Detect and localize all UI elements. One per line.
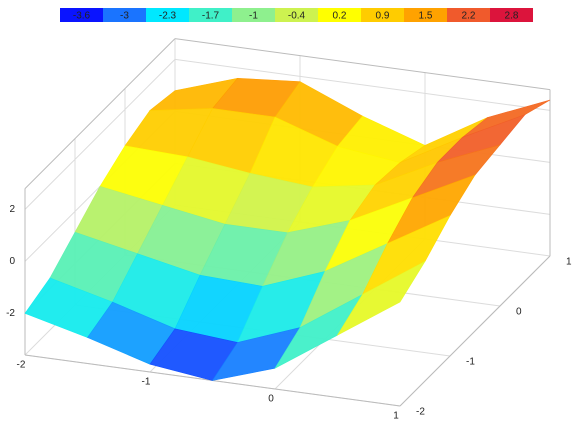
legend-label: -2.3 xyxy=(159,11,177,22)
legend-label: 2.8 xyxy=(505,11,519,22)
z-tick-label: 2 xyxy=(9,204,15,215)
legend-label: -3.6 xyxy=(73,11,91,22)
y-tick-label: -2 xyxy=(416,407,425,418)
legend-label: 1.5 xyxy=(419,11,433,22)
legend-label: 2.2 xyxy=(462,11,476,22)
legend-swatch xyxy=(146,8,189,22)
legend-swatch xyxy=(361,8,404,22)
legend-label: 0.9 xyxy=(376,11,390,22)
surface-patch xyxy=(336,260,426,336)
legend-swatch xyxy=(103,8,146,22)
y-tick-label: 0 xyxy=(516,307,522,318)
legend-label: -1.7 xyxy=(202,11,220,22)
legend-swatch xyxy=(189,8,232,22)
legend-swatch xyxy=(318,8,361,22)
z-tick-label: -2 xyxy=(6,308,15,319)
axis-edge xyxy=(399,255,551,407)
legend-swatch xyxy=(232,8,275,22)
axis-edge xyxy=(174,38,551,91)
y-tick-label: 1 xyxy=(566,257,572,268)
legend-label: -0.4 xyxy=(288,11,306,22)
axis-edge xyxy=(24,38,176,189)
legend-swatch xyxy=(447,8,490,22)
grid-line xyxy=(24,59,176,210)
legend-swatch xyxy=(275,8,318,22)
legend-label: -1 xyxy=(249,11,258,22)
x-tick-label: -1 xyxy=(142,377,151,388)
legend-label: 0.2 xyxy=(333,11,347,22)
y-tick-label: -1 xyxy=(466,357,475,368)
legend-label: -3 xyxy=(120,11,129,22)
grid-line xyxy=(174,58,551,111)
x-tick-label: -2 xyxy=(17,360,26,371)
legend-swatch xyxy=(60,8,103,22)
z-tick-label: 0 xyxy=(9,256,15,267)
x-tick-label: 0 xyxy=(268,394,274,405)
x-tick-label: 1 xyxy=(393,411,399,422)
legend-swatch xyxy=(490,8,533,22)
legend-swatch xyxy=(404,8,447,22)
